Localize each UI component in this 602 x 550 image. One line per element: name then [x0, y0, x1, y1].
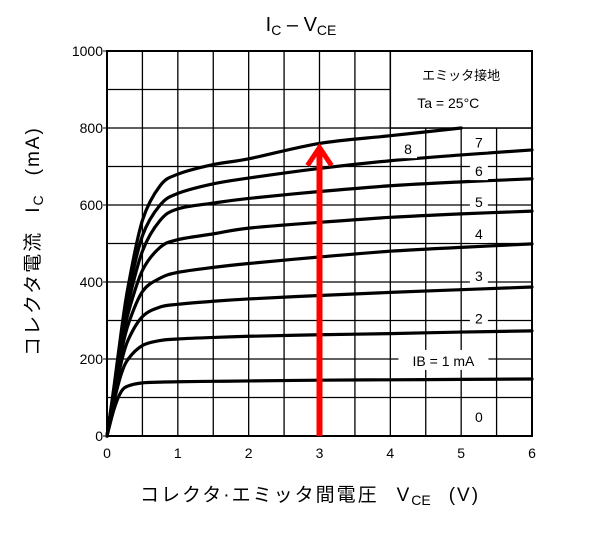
curve-label-ib-0: 0 [475, 409, 483, 425]
x-tick-label: 5 [457, 445, 465, 461]
y-tick-label: 0 [95, 428, 103, 444]
curve-label-bg [469, 222, 488, 243]
y-axis-label: コレクタ電流 IC (mA) [18, 126, 46, 356]
x-tick-label: 3 [316, 445, 324, 461]
curve-label-ib-8: 8 [404, 141, 412, 157]
y-tick-label: 600 [80, 197, 104, 213]
x-label-sub: CE [411, 492, 431, 508]
curve-label-ib-2: 2 [475, 311, 483, 327]
y-label-symbol: I [23, 205, 44, 213]
curve-label-ib-4: 4 [475, 226, 483, 242]
title-ic: I [265, 14, 272, 36]
curve-ib-3 [105, 285, 534, 438]
curve-label-bg [399, 138, 418, 159]
legend-box [389, 50, 533, 129]
x-tick-label: 0 [103, 445, 111, 461]
curve-ib-8 [105, 126, 463, 438]
y-tick-label: 200 [80, 351, 104, 367]
curve-label-bg [469, 160, 488, 181]
curve-label-ib-6: 6 [475, 163, 483, 179]
legend-grounding-text: エミッタ接地 [422, 68, 500, 84]
curve-ib-1 [105, 377, 534, 438]
x-tick-label: 1 [174, 445, 182, 461]
curve-label-bg [469, 265, 488, 286]
y-label-sub: C [30, 193, 46, 206]
curve-label-ib-3: 3 [475, 268, 483, 284]
y-tick-label: 400 [80, 274, 104, 290]
curve-label-ib-1: IB = 1 mA [413, 353, 476, 369]
chart-title: IC – VCE [0, 14, 602, 38]
legend-temperature-text: Ta = 25°C [417, 95, 479, 111]
curve-label-ib-5: 5 [475, 194, 483, 210]
red-arrow-head-icon [305, 143, 334, 167]
title-vce-sub: CE [316, 22, 337, 38]
curve-label-ib-7: 7 [475, 135, 483, 151]
x-axis-label: コレクタ·エミッタ間電圧 VCE (V) [140, 480, 480, 508]
curve-label-bg [469, 131, 488, 152]
x-label-unit: (V) [448, 485, 481, 506]
title-vce: – V [281, 14, 317, 36]
curve-label-bg [469, 190, 488, 211]
title-ic-sub: C [271, 22, 282, 38]
curve-label-bg [469, 307, 488, 328]
x-label-text: コレクタ·エミッタ間電圧 [140, 485, 379, 506]
curve-label-bg [398, 349, 489, 370]
x-tick-label: 2 [245, 445, 253, 461]
y-label-text: コレクタ電流 [23, 230, 44, 356]
x-label-symbol: V [396, 485, 412, 506]
curve-ib-2 [105, 329, 534, 438]
x-tick-label: 4 [386, 445, 394, 461]
y-label-unit: (mA) [23, 126, 44, 176]
y-tick-label: 1000 [72, 43, 103, 59]
y-tick-label: 800 [80, 120, 104, 136]
x-tick-label: 6 [528, 445, 536, 461]
